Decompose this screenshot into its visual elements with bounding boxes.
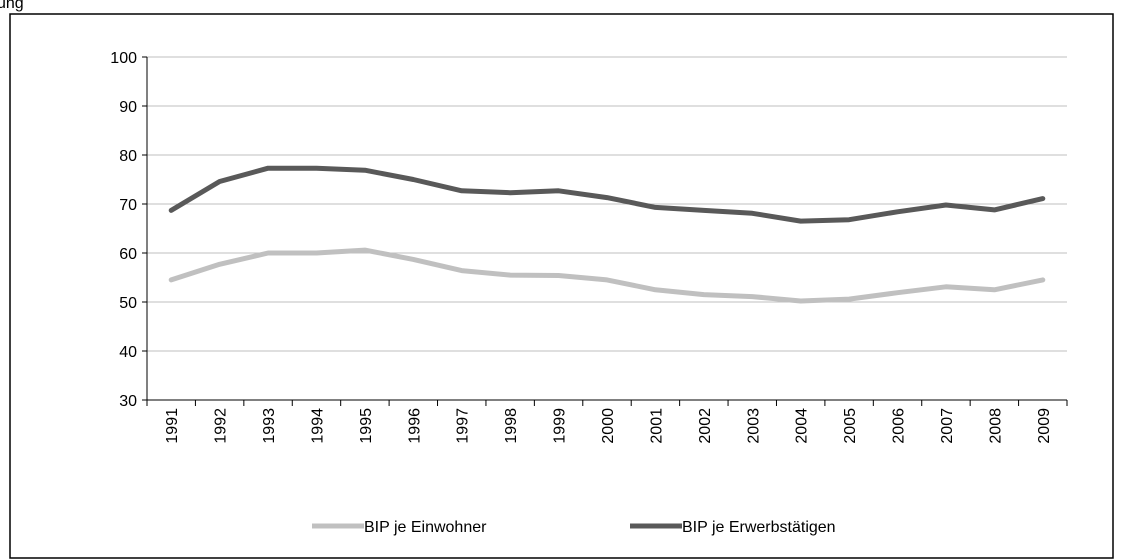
x-tick-label: 1991: [164, 408, 181, 444]
x-tick-label: 1998: [503, 408, 520, 444]
y-tick-label: 60: [119, 246, 137, 263]
x-tick-label: 1997: [455, 408, 472, 444]
legend: BIP je Einwohner BIP je Erwerbstätigen: [312, 519, 836, 536]
y-tick-label: 70: [119, 197, 137, 214]
legend-label-1: BIP je Einwohner: [364, 519, 487, 536]
y-tick-label: 30: [119, 393, 137, 410]
x-tick-label: 2008: [987, 408, 1004, 444]
x-tick-label: 1994: [309, 408, 326, 444]
y-tick-label: 90: [119, 99, 137, 116]
series-line-2: [168, 165, 1046, 224]
x-tick-label: 2004: [794, 408, 811, 444]
x-tick-label: 1999: [552, 408, 569, 444]
axes: [142, 56, 1068, 406]
x-tick-label: 2007: [939, 408, 956, 444]
y-tick-labels: 30 40 50 60 70 80 90 100: [110, 50, 137, 410]
x-tick-label: 2001: [648, 408, 665, 444]
x-tick-label: 1995: [358, 408, 375, 444]
y-tick-label: 40: [119, 344, 137, 361]
chart-border: [9, 13, 1114, 559]
x-tick-label: 1996: [406, 408, 423, 444]
x-tick-label: 1992: [213, 408, 230, 444]
x-tick-labels: 1991 1992 1993 1994 1995 1996 1997 1998 1999 2000…: [164, 408, 1053, 444]
gridlines: [147, 56, 1067, 352]
legend-label-2: BIP je Erwerbstätigen: [682, 519, 836, 536]
x-tick-label: 2006: [891, 408, 908, 444]
y-tick-label: 100: [110, 50, 137, 67]
series-lines: [168, 165, 1046, 304]
y-tick-label: 80: [119, 148, 137, 165]
header-partial-text: ung: [0, 0, 24, 12]
x-tick-label: 2002: [697, 408, 714, 444]
y-tick-label: 50: [119, 295, 137, 312]
x-tick-label: 2000: [600, 408, 617, 444]
x-tick-label: 2009: [1036, 408, 1053, 444]
x-tick-label: 1993: [261, 408, 278, 444]
x-tick-label: 2003: [745, 408, 762, 444]
series-line-1: [168, 247, 1046, 304]
x-tick-label: 2005: [842, 408, 859, 444]
